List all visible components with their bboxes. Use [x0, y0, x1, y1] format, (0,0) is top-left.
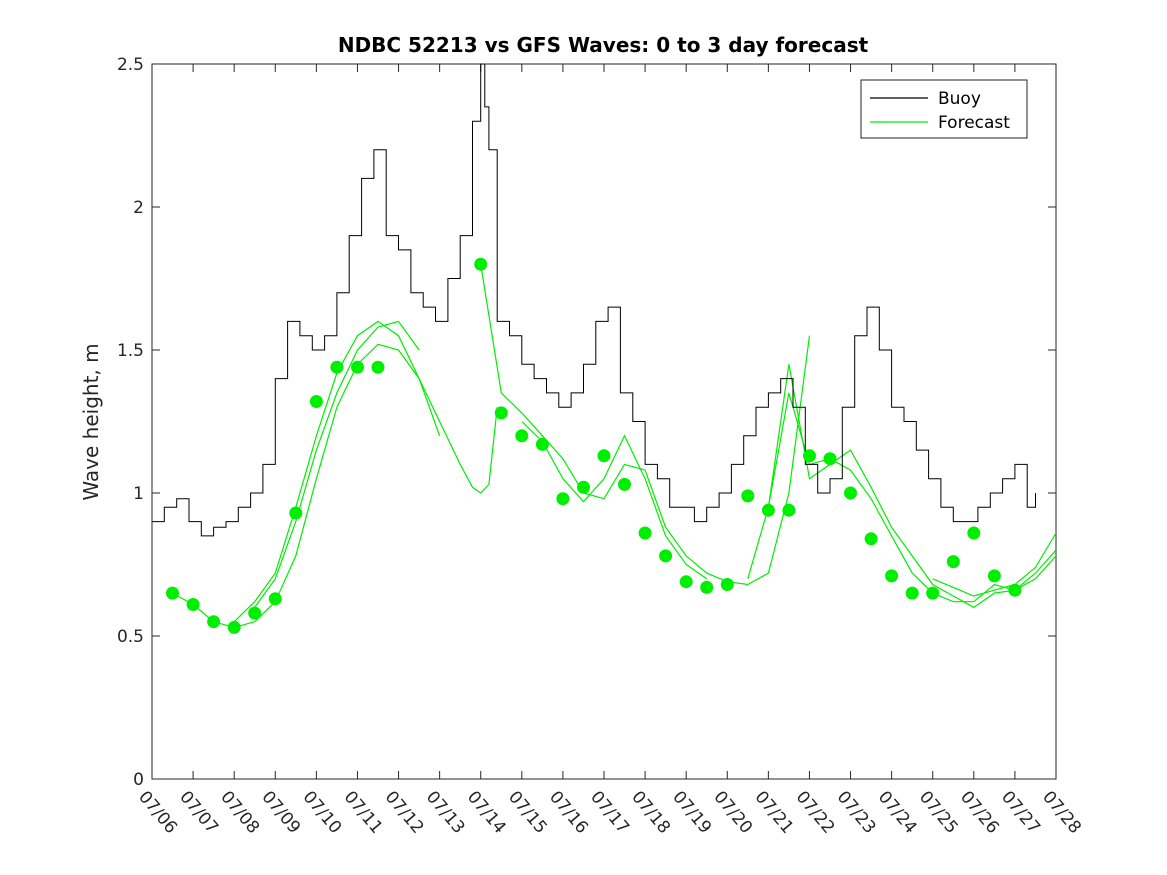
x-axis: 07/0607/0707/0807/0907/1007/1107/1207/13… — [134, 64, 1085, 838]
forecast-marker — [823, 452, 837, 466]
x-tick-label: 07/28 — [1038, 787, 1085, 837]
y-tick-label: 2 — [133, 198, 144, 218]
forecast-marker — [967, 526, 981, 540]
forecast-marker — [864, 532, 878, 546]
forecast-marker — [741, 489, 755, 503]
y-axis-label: Wave height, m — [79, 343, 103, 500]
series-layer — [152, 63, 1057, 634]
forecast-marker — [248, 606, 262, 620]
forecast-marker — [782, 503, 796, 517]
forecast-marker — [1008, 583, 1022, 597]
x-tick-label: 07/26 — [956, 787, 1003, 837]
forecast-marker — [371, 360, 385, 374]
x-tick-label: 07/20 — [709, 787, 756, 837]
forecast-marker — [720, 578, 734, 591]
x-tick-label: 07/18 — [627, 787, 674, 837]
forecast-marker — [186, 598, 200, 611]
forecast-marker — [618, 477, 631, 491]
forecast-line — [254, 320, 420, 608]
y-tick-label: 0.5 — [117, 627, 144, 647]
forecast-marker — [597, 449, 611, 463]
x-tick-label: 07/07 — [175, 787, 222, 837]
forecast-marker — [474, 257, 488, 271]
x-tick-label: 07/14 — [463, 787, 510, 837]
y-tick-label: 1.5 — [117, 341, 144, 361]
forecast-marker — [905, 586, 919, 600]
forecast-marker — [700, 580, 714, 594]
x-tick-label: 07/08 — [216, 787, 263, 837]
plot-frame — [151, 63, 1057, 780]
forecast-line — [480, 264, 811, 586]
x-tick-label: 07/15 — [504, 787, 551, 837]
forecast-marker — [679, 575, 693, 589]
x-tick-label: 07/24 — [874, 787, 921, 837]
forecast-marker — [987, 569, 1001, 583]
forecast-marker — [803, 449, 816, 463]
x-tick-label: 07/09 — [257, 787, 304, 837]
x-tick-label: 07/17 — [586, 787, 633, 837]
x-tick-label: 07/13 — [422, 787, 469, 837]
forecast-marker — [659, 549, 673, 563]
legend-buoy-label: Buoy — [938, 89, 981, 109]
y-tick-label: 2.5 — [117, 55, 144, 75]
x-tick-label: 07/10 — [299, 787, 346, 837]
x-tick-label: 07/19 — [668, 787, 715, 837]
y-axis: 0 0.5 1 1.5 2 2.5 — [117, 55, 1056, 790]
forecast-line — [932, 532, 1057, 597]
x-tick-label: 07/27 — [997, 787, 1044, 837]
x-tick-label: 07/21 — [751, 787, 798, 837]
x-tick-label: 07/25 — [915, 787, 962, 837]
forecast-marker — [535, 437, 549, 451]
forecast-marker — [638, 526, 652, 540]
forecast-marker — [577, 480, 590, 494]
x-tick-label: 07/06 — [134, 787, 181, 837]
forecast-marker — [515, 429, 529, 443]
x-tick-label: 07/12 — [381, 787, 428, 837]
x-tick-label: 07/22 — [792, 787, 839, 837]
forecast-marker — [351, 360, 364, 374]
forecast-marker — [227, 620, 241, 634]
forecast-marker — [494, 406, 508, 420]
buoy-line — [152, 63, 1036, 537]
forecast-marker — [207, 615, 221, 629]
chart-title: NDBC 52213 vs GFS Waves: 0 to 3 day fore… — [338, 33, 869, 57]
forecast-marker — [330, 360, 344, 374]
x-tick-label: 07/16 — [545, 787, 592, 837]
forecast-line — [521, 421, 708, 580]
forecast-line — [767, 364, 1057, 609]
legend-box — [860, 79, 1028, 139]
forecast-line — [172, 343, 498, 629]
forecast-marker — [166, 586, 179, 600]
legend: Buoy Forecast — [860, 79, 1028, 139]
y-tick-label: 0 — [133, 770, 144, 790]
x-tick-label: 07/11 — [340, 787, 387, 837]
y-tick-label: 1 — [133, 484, 144, 504]
forecast-marker — [926, 586, 940, 600]
forecast-marker — [268, 592, 282, 606]
forecast-marker — [761, 503, 775, 517]
forecast-marker — [556, 492, 570, 506]
forecast-line — [747, 392, 1057, 603]
legend-forecast-label: Forecast — [938, 113, 1010, 133]
forecast-marker — [946, 555, 960, 569]
forecast-marker — [885, 569, 899, 583]
x-tick-label: 07/23 — [833, 787, 880, 837]
forecast-marker — [309, 395, 323, 408]
forecast-marker — [844, 486, 857, 500]
forecast-marker — [289, 506, 303, 520]
